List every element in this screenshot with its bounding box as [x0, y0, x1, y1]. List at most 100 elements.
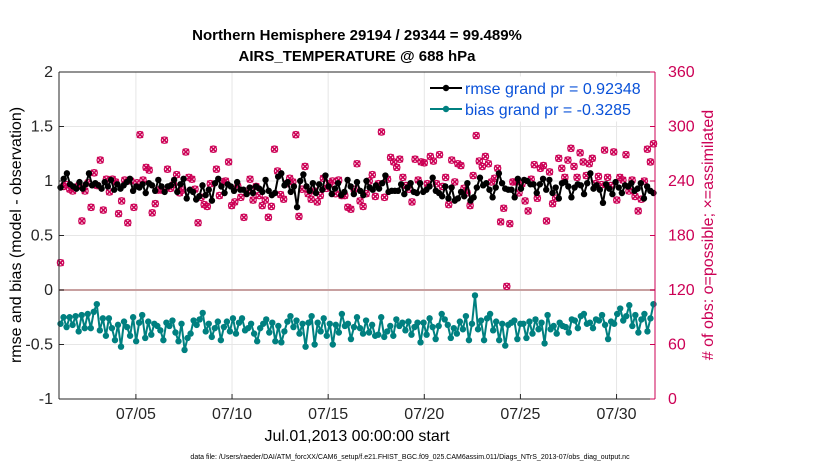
rmse-point	[319, 186, 326, 193]
obs-possible-marker	[194, 218, 202, 227]
obs-possible-marker	[99, 206, 108, 214]
bias-point	[393, 316, 400, 323]
obs-assimilated-marker	[545, 168, 554, 176]
rmse-point	[208, 197, 216, 204]
obs-assimilated-marker	[203, 202, 211, 210]
bias-point	[450, 324, 458, 332]
legend: rmse grand pr = 0.92348 bias grand pr = …	[426, 76, 652, 122]
bias-point	[57, 320, 64, 327]
obs-possible-marker	[600, 146, 609, 154]
obs-assimilated-marker	[163, 165, 172, 173]
obs-possible-marker	[209, 145, 218, 154]
obs-assimilated-marker	[194, 219, 202, 227]
rmse-point	[486, 186, 493, 193]
bias-point	[108, 324, 116, 332]
rmse-point	[341, 188, 348, 196]
rmse-point	[464, 179, 471, 187]
obs-possible-marker	[301, 162, 309, 171]
y-tick-label-left: 2	[44, 64, 53, 81]
rmse-point	[618, 189, 626, 197]
obs-possible-marker	[246, 175, 254, 183]
obs-possible-marker	[481, 152, 490, 161]
rmse-point	[363, 177, 370, 185]
bias-point	[550, 322, 557, 330]
bias-point	[120, 318, 128, 325]
obs-assimilated-marker	[613, 196, 621, 204]
bias-point	[356, 324, 364, 332]
obs-assimilated-marker	[160, 136, 169, 144]
bias-point	[526, 318, 533, 325]
rmse-point	[543, 186, 550, 193]
bias-point	[217, 336, 225, 344]
bias-point	[489, 327, 497, 334]
rmse-point	[495, 170, 503, 177]
bias-point	[626, 302, 633, 309]
rmse-point	[312, 189, 320, 197]
obs-assimilated-marker	[570, 162, 578, 171]
bias-point	[532, 316, 539, 323]
obs-possible-marker	[521, 197, 529, 205]
bias-point	[148, 331, 155, 338]
bias-point	[314, 319, 321, 326]
legend-rmse-label: rmse grand pr = 0.92348	[465, 81, 641, 98]
obs-assimilated-marker	[524, 207, 532, 215]
bias-point	[571, 317, 579, 324]
obs-possible-marker	[78, 217, 86, 225]
bias-point	[408, 331, 415, 338]
bias-point	[269, 319, 276, 326]
obs-assimilated-marker	[466, 201, 474, 210]
obs-possible-marker	[469, 171, 477, 180]
obs-assimilated-marker	[601, 146, 609, 154]
obs-assimilated-marker	[313, 198, 321, 206]
rmse-point	[401, 190, 408, 198]
bias-point	[387, 322, 394, 330]
rmse-point	[170, 176, 178, 184]
bias-point	[317, 328, 324, 335]
bias-point	[253, 338, 261, 345]
obs-assimilated-marker	[469, 171, 477, 180]
rmse-point	[161, 188, 168, 196]
rmse-point	[243, 190, 250, 198]
x-tick-label: 07/05	[116, 406, 156, 423]
bias-point	[226, 328, 234, 335]
rmse-point	[429, 174, 436, 181]
rmse-point	[344, 176, 351, 184]
obs-assimilated-marker	[408, 198, 416, 206]
bias-point	[102, 332, 110, 339]
obs-assimilated-marker	[451, 178, 459, 186]
y-tick-label-right: 0	[668, 391, 677, 408]
bias-point	[414, 319, 421, 326]
rmse-point	[189, 188, 197, 196]
rmse-point	[476, 174, 484, 181]
bias-point	[126, 332, 134, 339]
legend-box	[426, 76, 652, 122]
obs-assimilated-marker	[610, 148, 618, 156]
obs-assimilated-marker	[188, 175, 196, 183]
bias-point	[311, 341, 318, 348]
rmse-point	[514, 175, 522, 183]
obs-possible-marker	[136, 130, 144, 139]
rmse-point	[533, 189, 540, 197]
bias-point	[281, 328, 288, 335]
obs-possible-marker	[530, 160, 539, 169]
bias-point	[453, 330, 461, 337]
bias-point	[335, 329, 343, 336]
obs-assimilated-marker	[145, 166, 153, 174]
bias-point	[629, 322, 636, 330]
bias-point	[499, 320, 506, 327]
obs-possible-marker	[203, 202, 212, 211]
rmse-point	[322, 172, 329, 179]
bias-point	[456, 318, 464, 325]
bias-point	[502, 342, 509, 349]
obs-possible-marker	[114, 209, 123, 218]
bias-point	[329, 341, 336, 348]
bias-point	[523, 334, 530, 342]
obs-assimilated-marker	[429, 157, 437, 165]
obs-possible-marker	[457, 161, 465, 170]
rmse-point	[325, 183, 332, 190]
obs-possible-marker	[506, 219, 514, 228]
bias-point	[320, 315, 327, 322]
rmse-point	[174, 188, 181, 196]
obs-possible-marker	[255, 191, 263, 200]
obs-assimilated-marker	[280, 195, 288, 203]
